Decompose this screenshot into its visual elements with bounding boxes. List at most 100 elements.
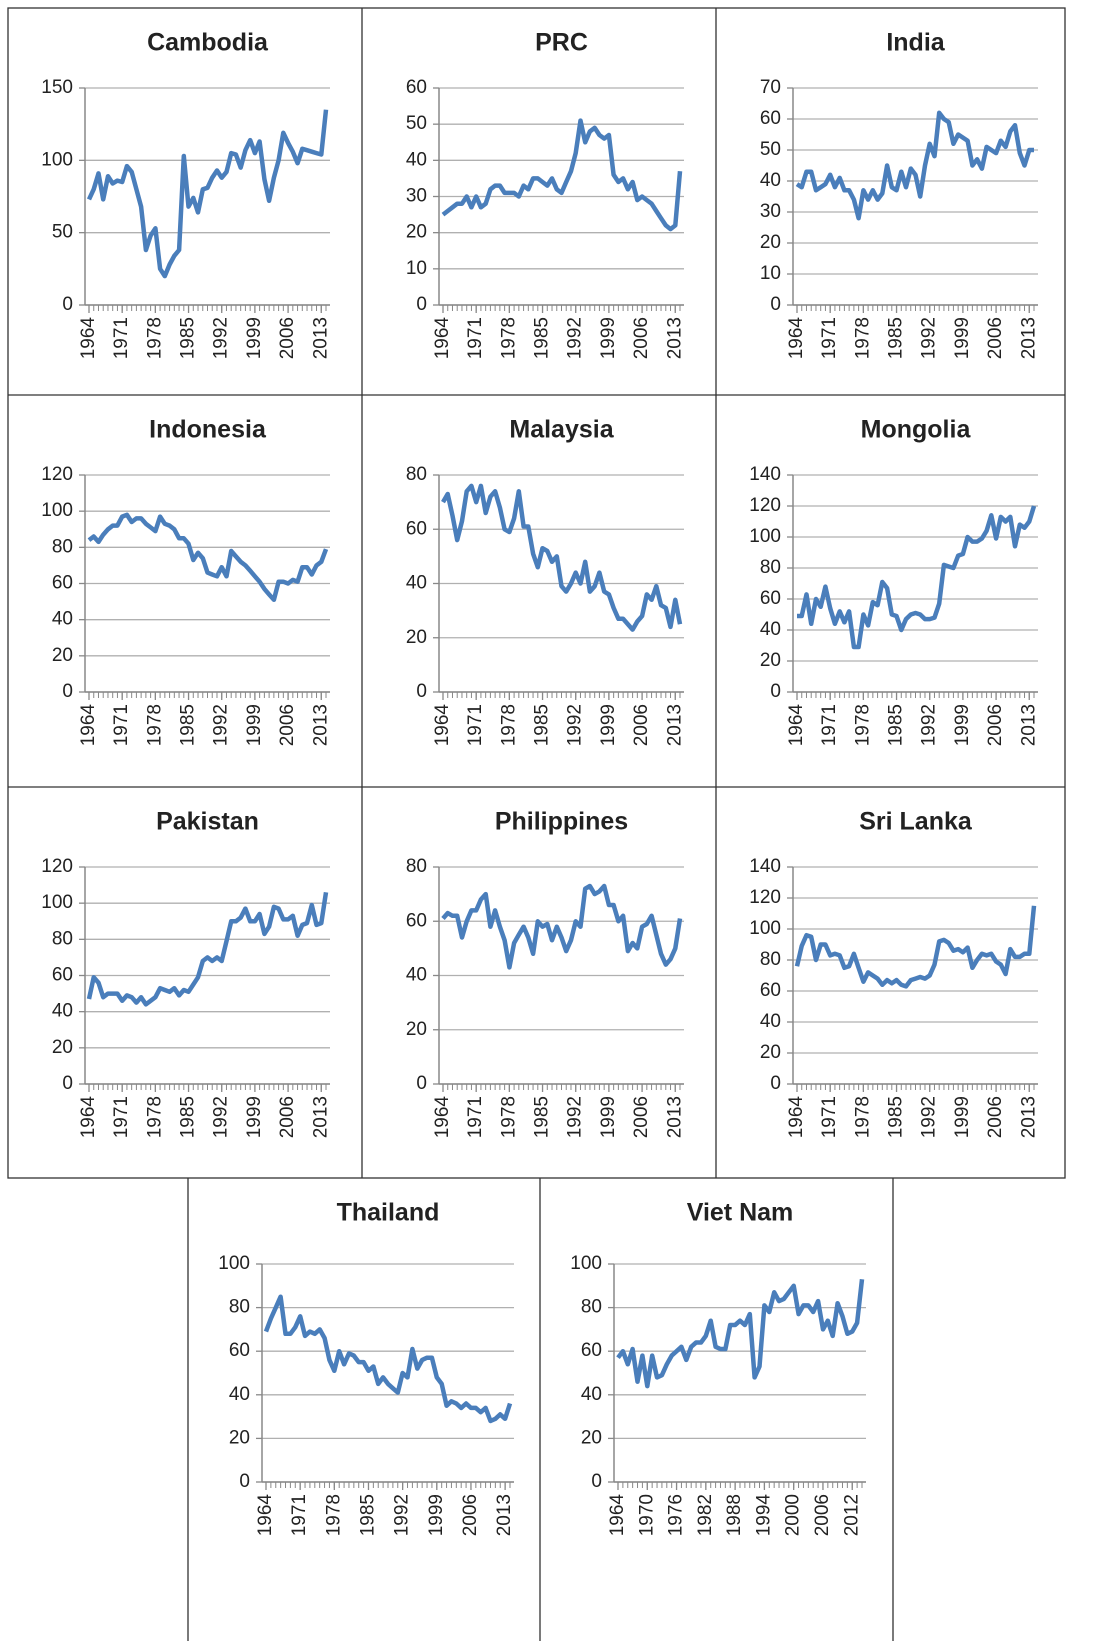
x-tick-label: 1970 [636, 1494, 657, 1536]
chart-title: PRC [535, 29, 588, 57]
x-tick-label: 2013 [664, 317, 685, 359]
x-tick-label: 2006 [631, 704, 652, 746]
y-tick-label: 80 [760, 949, 781, 970]
chart-title: Thailand [337, 1199, 440, 1227]
data-line [794, 905, 1037, 989]
y-tick-label: 0 [239, 1471, 250, 1492]
x-tick-label: 2006 [277, 704, 298, 746]
y-tick-label: 150 [41, 77, 73, 98]
x-tick-label: 1964 [786, 704, 807, 747]
y-tick-label: 0 [416, 1073, 427, 1094]
x-tick-label: 1971 [465, 1096, 486, 1138]
y-tick-label: 100 [749, 526, 781, 547]
y-tick-label: 20 [229, 1427, 250, 1448]
y-tick-label: 10 [406, 258, 427, 279]
x-tick-label: 2006 [812, 1494, 833, 1536]
x-tick-label: 1978 [852, 1096, 873, 1138]
y-tick-label: 120 [749, 887, 781, 908]
data-line [441, 118, 683, 232]
x-tick-label: 1978 [498, 704, 519, 746]
y-tick-label: 80 [406, 464, 427, 485]
chart-title: Mongolia [861, 416, 972, 444]
x-tick-label: 1992 [919, 317, 940, 359]
x-tick-label: 1999 [952, 317, 973, 359]
y-tick-label: 60 [760, 108, 781, 129]
y-tick-label: 40 [581, 1384, 602, 1405]
x-tick-label: 1985 [886, 1096, 907, 1138]
chart-title: Pakistan [156, 808, 259, 836]
y-tick-label: 10 [760, 263, 781, 284]
x-tick-label: 1999 [598, 1096, 619, 1138]
x-tick-label: 1999 [952, 704, 973, 746]
y-tick-label: 120 [749, 495, 781, 516]
y-tick-label: 60 [760, 980, 781, 1001]
x-tick-label: 1978 [144, 317, 165, 359]
x-tick-label: 2013 [664, 1096, 685, 1138]
x-tick-label: 1978 [323, 1494, 344, 1536]
x-tick-label: 2006 [277, 317, 298, 359]
chart-title: Philippines [495, 808, 628, 836]
x-tick-label: 1999 [426, 1494, 447, 1536]
x-tick-label: 1992 [919, 1096, 940, 1138]
y-tick-label: 20 [760, 650, 781, 671]
x-tick-label: 1971 [819, 704, 840, 746]
x-tick-label: 1982 [695, 1494, 716, 1536]
data-line [795, 110, 1034, 221]
x-tick-label: 1985 [532, 317, 553, 359]
x-tick-label: 1971 [111, 317, 132, 359]
y-tick-label: 60 [760, 588, 781, 609]
x-tick-label: 1971 [111, 1096, 132, 1138]
x-tick-label: 1964 [786, 317, 807, 360]
x-tick-label: 1971 [819, 317, 840, 359]
chart-title: Malaysia [509, 416, 614, 444]
y-tick-label: 0 [770, 1073, 781, 1094]
y-tick-label: 40 [229, 1384, 250, 1405]
y-tick-label: 30 [406, 186, 427, 207]
x-tick-label: 2013 [664, 704, 685, 746]
y-tick-label: 80 [52, 928, 73, 949]
x-tick-label: 1964 [255, 1494, 276, 1537]
y-tick-label: 60 [229, 1340, 250, 1361]
y-tick-label: 20 [760, 1042, 781, 1063]
x-tick-label: 1992 [565, 704, 586, 746]
y-tick-label: 60 [406, 910, 427, 931]
x-tick-label: 1992 [211, 1096, 232, 1138]
y-tick-label: 0 [416, 681, 427, 702]
y-tick-label: 40 [406, 965, 427, 986]
x-tick-label: 1985 [357, 1494, 378, 1536]
x-tick-label: 1964 [432, 317, 453, 360]
data-line [797, 505, 1037, 650]
y-tick-label: 60 [52, 965, 73, 986]
x-tick-label: 1992 [919, 704, 940, 746]
y-tick-label: 100 [749, 918, 781, 939]
y-tick-label: 40 [406, 149, 427, 170]
x-tick-label: 2006 [277, 1096, 298, 1138]
y-tick-label: 30 [760, 201, 781, 222]
x-tick-label: 2013 [310, 704, 331, 746]
y-tick-label: 60 [52, 573, 73, 594]
x-tick-label: 1985 [178, 704, 199, 746]
x-tick-label: 1964 [432, 704, 453, 747]
y-tick-label: 20 [581, 1427, 602, 1448]
x-tick-label: 2013 [1018, 704, 1039, 746]
x-tick-label: 1978 [144, 1096, 165, 1138]
x-tick-label: 1994 [753, 1494, 774, 1537]
x-tick-label: 2006 [985, 317, 1006, 359]
panel-frame [7, 7, 1066, 1179]
x-tick-label: 1985 [532, 1096, 553, 1138]
x-tick-label: 1999 [244, 704, 265, 746]
y-tick-label: 80 [52, 536, 73, 557]
y-tick-label: 40 [760, 1011, 781, 1032]
data-line [87, 512, 329, 603]
y-tick-label: 50 [406, 113, 427, 134]
y-tick-label: 140 [749, 856, 781, 877]
x-tick-label: 2013 [310, 317, 331, 359]
chart-title: India [886, 29, 945, 57]
x-tick-label: 2006 [985, 1096, 1006, 1138]
y-tick-label: 40 [760, 170, 781, 191]
y-tick-label: 40 [52, 1001, 73, 1022]
y-tick-label: 0 [62, 1073, 73, 1094]
chart-title: Viet Nam [687, 1199, 794, 1227]
